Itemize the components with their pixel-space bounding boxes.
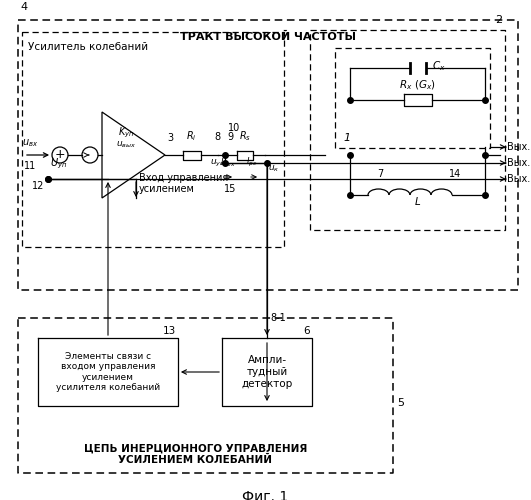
Text: 8-1: 8-1 — [270, 313, 286, 323]
Text: 15: 15 — [224, 184, 236, 194]
Text: Усилитель колебаний: Усилитель колебаний — [28, 42, 148, 52]
Text: $K_{уп}$: $K_{уп}$ — [118, 126, 134, 140]
Text: 6: 6 — [303, 326, 310, 336]
Text: 10: 10 — [228, 123, 240, 133]
Text: 7: 7 — [377, 169, 383, 179]
Text: Вых.2: Вых.2 — [507, 142, 531, 152]
Text: $u_{увч}$: $u_{увч}$ — [210, 158, 228, 169]
Text: $R_s$: $R_s$ — [239, 129, 251, 143]
Text: 4: 4 — [20, 2, 27, 12]
Text: $U_{уп}$: $U_{уп}$ — [50, 156, 67, 171]
Text: 13: 13 — [162, 326, 176, 336]
Text: Вых.1: Вых.1 — [507, 158, 531, 168]
Text: Ампли-
тудный
детектор: Ампли- тудный детектор — [242, 356, 293, 388]
Text: 3: 3 — [167, 133, 173, 143]
Text: 9: 9 — [227, 132, 233, 142]
Text: ТРАКТ ВЫСОКОЙ ЧАСТОТЫ: ТРАКТ ВЫСОКОЙ ЧАСТОТЫ — [180, 32, 356, 42]
Text: $I_{рс}$: $I_{рс}$ — [246, 156, 258, 169]
Text: 11: 11 — [24, 161, 36, 171]
Text: $C_x$: $C_x$ — [432, 59, 445, 73]
Text: $L$: $L$ — [414, 195, 421, 207]
Text: ЦЕПЬ ИНЕРЦИОННОГО УПРАВЛЕНИЯ
УСИЛЕНИЕМ КОЛЕБАНИЙ: ЦЕПЬ ИНЕРЦИОННОГО УПРАВЛЕНИЯ УСИЛЕНИЕМ К… — [84, 444, 307, 465]
Text: Вых.2': Вых.2' — [507, 174, 531, 184]
Text: $R_i$: $R_i$ — [186, 129, 197, 143]
Text: Фиг. 1: Фиг. 1 — [242, 490, 289, 500]
Text: 14: 14 — [449, 169, 461, 179]
Text: 12: 12 — [32, 181, 45, 191]
Text: 8: 8 — [214, 132, 220, 142]
Text: $u_{вых}$: $u_{вых}$ — [116, 139, 136, 149]
Text: Вход управления
усилением: Вход управления усилением — [139, 172, 228, 195]
Text: $I_{вых}$: $I_{вых}$ — [220, 156, 236, 169]
Text: $R_x$ ($G_x$): $R_x$ ($G_x$) — [399, 78, 436, 92]
Text: $u_{вх}$: $u_{вх}$ — [22, 137, 38, 149]
Text: Элементы связи с
входом управления
усилением
усилителя колебаний: Элементы связи с входом управления усиле… — [56, 352, 160, 392]
Text: 2: 2 — [495, 15, 502, 25]
Text: 5: 5 — [397, 398, 404, 408]
Text: $u_к$: $u_к$ — [268, 163, 279, 173]
Text: +: + — [55, 148, 65, 160]
Text: 1: 1 — [343, 133, 350, 143]
